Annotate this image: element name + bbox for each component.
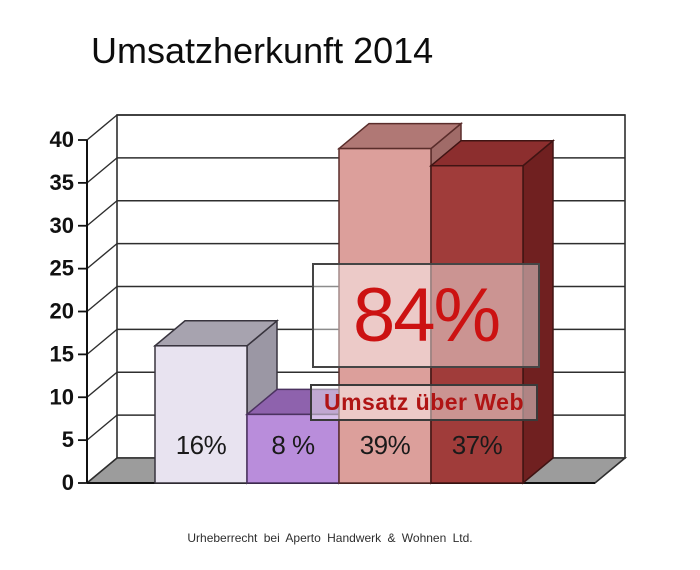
bar-1-front (154, 345, 248, 484)
y-axis-label: 25 (50, 256, 74, 281)
bar-2-front (246, 413, 340, 484)
chart-title: Umsatzherkunft 2014 (91, 30, 434, 71)
copyright-text: Urheberrecht bei Aperto Handwerk & Wohne… (187, 531, 473, 545)
gridline-slant (86, 243, 118, 270)
gridline-slant (86, 371, 118, 398)
bar-data-label: 8 % (271, 430, 315, 460)
callout-umsatz-ueber-web: Umsatz über Web (310, 384, 538, 421)
gridline-slant (86, 328, 118, 355)
gridline-slant (86, 157, 118, 184)
y-axis-label: 20 (50, 299, 74, 324)
gridline-slant (86, 114, 118, 141)
gridline-slant (86, 200, 118, 227)
gridline-slant (86, 414, 118, 441)
callout-umsatz-ueber-web-label: Umsatz über Web (323, 389, 525, 415)
bar-data-label: 37% (452, 430, 503, 460)
bar-4-front (430, 164, 524, 484)
y-axis-label: 10 (50, 384, 74, 409)
y-axis-label: 35 (50, 170, 74, 195)
callout-84-percent-label: 84% (352, 273, 501, 358)
y-axis-label: 15 (50, 341, 74, 366)
bar-3-front (338, 147, 432, 484)
gridline-slant (86, 285, 118, 313)
callout-84-percent: 84% (312, 263, 540, 368)
y-axis-label: 30 (50, 213, 74, 238)
bar-data-label: 39% (360, 430, 411, 460)
y-axis-label: 0 (62, 470, 74, 495)
bar-data-label: 16% (176, 430, 227, 460)
y-axis-label: 40 (50, 127, 74, 152)
y-axis-label: 5 (62, 427, 74, 452)
